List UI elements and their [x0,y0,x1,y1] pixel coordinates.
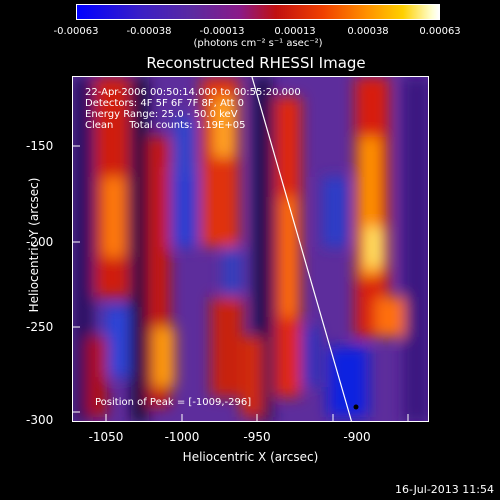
solar-limb-line [251,77,353,421]
colorbar-tick: 0.00038 [347,26,389,37]
colorbar-tick: -0.00063 [53,26,99,37]
x-axis-label: Heliocentric X (arcsec) [182,450,319,464]
colorbar-tick: 0.00063 [419,26,461,37]
y-axis-label: Heliocentric Y (arcsec) [27,177,41,313]
image-title: Reconstructed RHESSI Image [146,54,366,72]
peak-position-label: Position of Peak = [-1009,-296] [95,397,252,408]
y-tick-label: -250 [26,320,54,334]
timestamp: 16-Jul-2013 11:54 [394,483,494,496]
colorbar-tick: -0.00038 [126,26,172,37]
x-tick-label: -1050 [88,430,124,444]
y-tick-label: -200 [26,235,54,249]
peak-marker [353,404,359,410]
colorbar-units: (photons cm⁻² s⁻¹ asec⁻²) [193,38,323,49]
image-canvas [73,77,428,421]
colorbar [76,4,440,20]
info-line-energy: Energy Range: 25.0 - 50.0 keV [85,109,238,120]
info-line-time: 22-Apr-2006 00:50:14.000 to 00:55:20.000 [85,87,301,98]
y-tick-label: -300 [26,413,54,427]
x-tick-label: -1000 [164,430,200,444]
y-tick-label: -150 [26,139,54,153]
info-line-detectors: Detectors: 4F 5F 6F 7F 8F, Att 0 [85,98,245,109]
rhessi-image-plot: 22-Apr-2006 00:50:14.000 to 00:55:20.000… [72,76,429,422]
info-line-clean: Clean Total counts: 1.19E+05 [85,120,246,131]
x-tick-label: -950 [243,430,271,444]
colorbar-tick: 0.00013 [274,26,316,37]
colorbar-tick: -0.00013 [199,26,245,37]
x-tick-label: -900 [343,430,371,444]
